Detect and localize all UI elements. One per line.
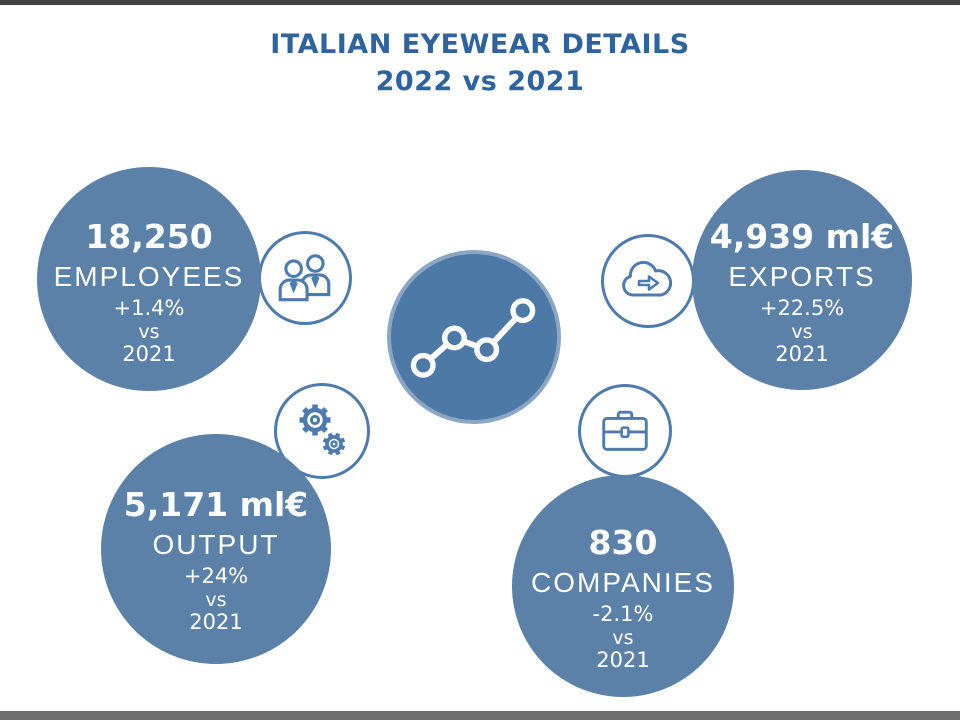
companies-vs: vs — [612, 626, 634, 649]
people-icon — [274, 251, 336, 305]
gears-icon — [290, 399, 354, 463]
cloud-export-icon-ring — [601, 234, 695, 328]
employees-delta: +1.4% — [113, 295, 185, 320]
employees-label: EMPLOYEES — [53, 260, 245, 292]
employees-value: 18,250 — [85, 216, 213, 256]
exports-vs: vs — [791, 320, 813, 343]
bottom-border-bar — [0, 711, 960, 720]
stat-circle-exports: 4,939 ml€ EXPORTS +22.5% vs 2021 — [692, 170, 912, 390]
trend-line-chart-icon — [391, 254, 557, 420]
cloud-export-icon — [618, 258, 678, 304]
companies-delta: -2.1% — [592, 601, 654, 626]
output-value: 5,171 ml€ — [123, 484, 309, 524]
page-title-line2: 2022 vs 2021 — [375, 66, 585, 97]
page-title: ITALIAN EYEWEAR DETAILS 2022 vs 2021 — [0, 26, 960, 100]
exports-label: EXPORTS — [728, 260, 876, 292]
stat-circle-companies: 830 COMPANIES -2.1% vs 2021 — [512, 475, 734, 697]
top-border-bar — [0, 0, 960, 5]
output-label: OUTPUT — [152, 528, 280, 560]
companies-label: COMPANIES — [531, 566, 715, 598]
employees-year: 2021 — [122, 341, 176, 366]
companies-value: 830 — [588, 522, 658, 562]
people-icon-ring — [258, 231, 352, 325]
trend-circle — [387, 250, 561, 424]
briefcase-icon-ring — [578, 384, 672, 478]
companies-year: 2021 — [596, 647, 650, 672]
output-delta: +24% — [183, 563, 249, 588]
employees-vs: vs — [138, 320, 160, 343]
exports-delta: +22.5% — [759, 295, 845, 320]
page-title-line1: ITALIAN EYEWEAR DETAILS — [270, 29, 690, 60]
output-year: 2021 — [189, 609, 243, 634]
exports-year: 2021 — [775, 341, 829, 366]
exports-value: 4,939 ml€ — [709, 216, 895, 256]
briefcase-icon — [596, 406, 654, 456]
stat-circle-output: 5,171 ml€ OUTPUT +24% vs 2021 — [101, 434, 331, 664]
output-vs: vs — [205, 588, 227, 611]
stat-circle-employees: 18,250 EMPLOYEES +1.4% vs 2021 — [37, 167, 261, 391]
